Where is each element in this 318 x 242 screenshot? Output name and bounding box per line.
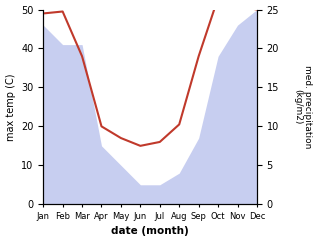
X-axis label: date (month): date (month) [111, 227, 189, 236]
Y-axis label: max temp (C): max temp (C) [5, 73, 16, 141]
Y-axis label: med. precipitation
(kg/m2): med. precipitation (kg/m2) [293, 65, 313, 149]
